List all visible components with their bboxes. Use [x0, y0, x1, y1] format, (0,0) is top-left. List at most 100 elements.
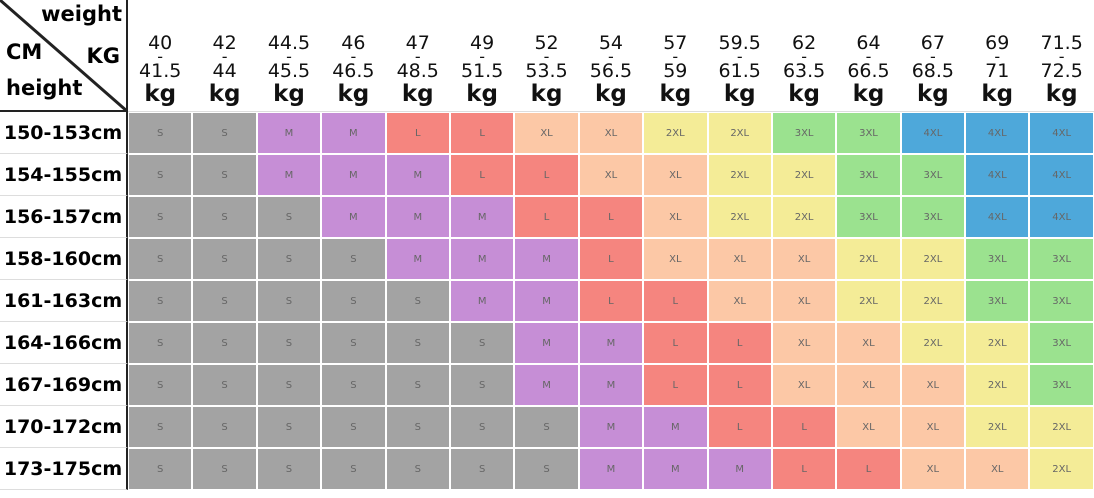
size-cell: XL	[578, 112, 644, 154]
size-cell: S	[256, 196, 322, 238]
weight-header: 49-51.5 kg	[449, 0, 515, 112]
size-cell: L	[514, 154, 579, 196]
size-cell: 3XL	[836, 196, 901, 238]
size-cell: 2XL	[900, 280, 966, 322]
size-cell: XL	[514, 112, 579, 154]
size-cell: S	[128, 364, 193, 406]
size-cell: S	[128, 196, 193, 238]
size-cell: S	[256, 280, 322, 322]
size-cell: M	[578, 364, 644, 406]
weight-separator: -	[286, 47, 292, 66]
size-cell: 2XL	[965, 322, 1030, 364]
size-cell: S	[128, 406, 193, 448]
size-cell: S	[128, 154, 193, 196]
size-cell: XL	[643, 154, 708, 196]
size-cell: S	[192, 322, 257, 364]
size-cell: XL	[836, 322, 901, 364]
weight-unit: kg	[1045, 81, 1078, 107]
corner-header: weight KG CM height	[0, 0, 128, 112]
size-cell: 2XL	[965, 364, 1030, 406]
size-cell: 4XL	[965, 196, 1030, 238]
size-cell: M	[449, 280, 515, 322]
size-cell: S	[449, 322, 515, 364]
size-cell: S	[514, 406, 579, 448]
size-cell: S	[385, 364, 450, 406]
size-cell: M	[514, 238, 579, 280]
size-cell: M	[321, 196, 386, 238]
size-cell: S	[192, 448, 257, 490]
size-cell: XL	[707, 280, 772, 322]
weight-separator: -	[157, 47, 164, 66]
weight-from: 67	[920, 32, 945, 54]
weight-from: 47	[405, 32, 430, 54]
weight-separator: -	[221, 47, 228, 66]
size-cell: S	[128, 448, 193, 490]
size-cell: XL	[900, 364, 966, 406]
corner-weight: weight	[41, 2, 122, 26]
size-cell: XL	[965, 448, 1030, 490]
weight-to: 44	[212, 60, 237, 82]
weight-unit: kg	[273, 81, 305, 107]
weight-header: 40-41.5 kg	[128, 0, 193, 112]
size-cell: M	[449, 238, 515, 280]
weight-from: 54	[598, 32, 624, 54]
weight-separator: -	[929, 47, 936, 66]
weight-separator: -	[350, 47, 357, 66]
size-cell: S	[321, 238, 386, 280]
size-cell: XL	[900, 406, 966, 448]
weight-separator: -	[865, 47, 872, 66]
height-label: 158-160cm	[0, 238, 128, 280]
weight-header: 62-63.5 kg	[771, 0, 837, 112]
corner-cm: CM	[6, 40, 43, 64]
weight-to: 53.5	[525, 60, 568, 82]
weight-unit: kg	[917, 81, 949, 107]
size-cell: 3XL	[965, 238, 1030, 280]
size-cell: L	[707, 406, 772, 448]
weight-unit: kg	[337, 81, 370, 107]
height-label: 156-157cm	[0, 196, 128, 238]
weight-unit: kg	[659, 81, 692, 107]
size-cell: M	[385, 238, 450, 280]
corner-kg: KG	[86, 44, 120, 68]
height-label: 164-166cm	[0, 322, 128, 364]
weight-header: 54-56.5 kg	[578, 0, 644, 112]
size-cell: 2XL	[900, 238, 966, 280]
weight-header: 71.5-72.5 kg	[1029, 0, 1094, 112]
size-cell: 4XL	[1029, 196, 1094, 238]
size-cell: L	[514, 196, 579, 238]
size-cell: 2XL	[900, 322, 966, 364]
weight-to: 51.5	[460, 60, 504, 82]
size-cell: M	[385, 154, 450, 196]
size-cell: 2XL	[771, 154, 837, 196]
size-cell: 2XL	[836, 280, 901, 322]
weight-unit: kg	[981, 81, 1014, 107]
size-cell: S	[192, 112, 257, 154]
weight-header: 44.5-45.5 kg	[256, 0, 322, 112]
size-cell: S	[385, 322, 450, 364]
size-cell: 4XL	[1029, 112, 1094, 154]
weight-separator: -	[414, 47, 421, 66]
size-cell: 2XL	[1029, 406, 1094, 448]
size-cell: S	[256, 448, 322, 490]
size-cell: S	[256, 364, 322, 406]
size-cell: S	[385, 448, 450, 490]
size-cell: M	[643, 448, 708, 490]
weight-from: 64	[856, 32, 881, 54]
weight-from: 44.5	[267, 32, 311, 54]
weight-header: 52-53.5 kg	[514, 0, 579, 112]
height-label: 170-172cm	[0, 406, 128, 448]
size-cell: 3XL	[1029, 322, 1094, 364]
weight-header: 69-71 kg	[965, 0, 1030, 112]
size-cell: XL	[900, 448, 966, 490]
size-cell: L	[643, 322, 708, 364]
size-cell: M	[514, 322, 579, 364]
weight-header: 47-48.5 kg	[385, 0, 450, 112]
size-cell: M	[321, 112, 386, 154]
weight-to: 71	[985, 60, 1010, 82]
size-cell: S	[128, 322, 193, 364]
weight-from: 52	[534, 32, 559, 54]
size-cell: XL	[643, 196, 708, 238]
weight-header: 59.5-61.5 kg	[707, 0, 772, 112]
size-cell: S	[449, 406, 515, 448]
